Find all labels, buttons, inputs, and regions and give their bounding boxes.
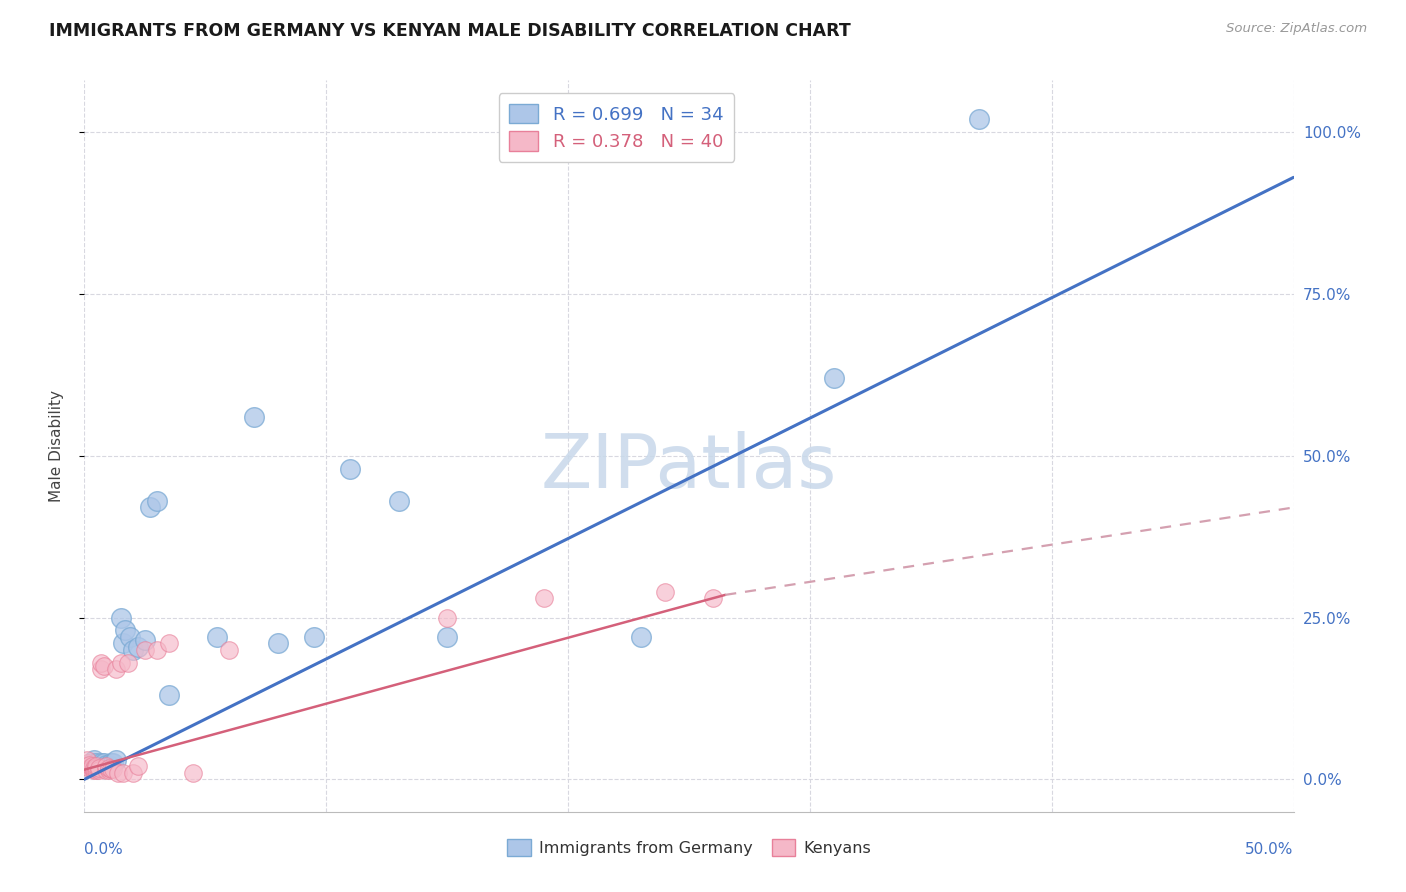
- Point: [100, 762, 122, 776]
- Text: 0.0%: 0.0%: [84, 842, 124, 857]
- Point: [93, 756, 115, 771]
- Point: [121, 643, 143, 657]
- Point: [138, 500, 160, 515]
- Point: [104, 662, 127, 676]
- Point: [90, 662, 112, 676]
- Point: [77, 759, 100, 773]
- Y-axis label: Male Disability: Male Disability: [49, 390, 63, 502]
- Point: [967, 112, 990, 127]
- Point: [87, 761, 110, 775]
- Point: [86, 759, 108, 773]
- Point: [90, 756, 112, 771]
- Point: [110, 610, 132, 624]
- Point: [80, 759, 103, 773]
- Point: [75, 759, 97, 773]
- Point: [100, 756, 122, 771]
- Point: [120, 630, 142, 644]
- Point: [146, 643, 169, 657]
- Point: [302, 630, 325, 644]
- Point: [86, 761, 108, 775]
- Point: [388, 494, 411, 508]
- Point: [121, 765, 143, 780]
- Point: [86, 763, 108, 777]
- Point: [654, 584, 676, 599]
- Point: [76, 756, 98, 771]
- Point: [436, 610, 458, 624]
- Point: [77, 761, 100, 775]
- Point: [103, 756, 125, 771]
- Point: [533, 591, 555, 606]
- Point: [90, 656, 112, 670]
- Point: [110, 656, 132, 670]
- Point: [114, 624, 136, 638]
- Text: 50.0%: 50.0%: [1246, 842, 1294, 857]
- Point: [157, 688, 180, 702]
- Point: [242, 409, 264, 424]
- Point: [76, 759, 98, 773]
- Point: [117, 656, 139, 670]
- Point: [93, 659, 115, 673]
- Point: [87, 763, 110, 777]
- Point: [107, 765, 129, 780]
- Point: [80, 756, 103, 771]
- Point: [83, 761, 105, 775]
- Point: [90, 758, 112, 772]
- Point: [77, 758, 100, 772]
- Point: [146, 494, 169, 508]
- Point: [97, 761, 120, 775]
- Point: [267, 636, 290, 650]
- Point: [702, 591, 724, 606]
- Point: [823, 371, 845, 385]
- Point: [97, 758, 120, 772]
- Point: [80, 761, 103, 775]
- Point: [112, 636, 135, 650]
- Point: [157, 636, 180, 650]
- Text: IMMIGRANTS FROM GERMANY VS KENYAN MALE DISABILITY CORRELATION CHART: IMMIGRANTS FROM GERMANY VS KENYAN MALE D…: [49, 22, 851, 40]
- Point: [86, 756, 108, 771]
- Text: Source: ZipAtlas.com: Source: ZipAtlas.com: [1226, 22, 1367, 36]
- Point: [94, 759, 117, 773]
- Point: [86, 759, 108, 773]
- Legend: Immigrants from Germany, Kenyans: Immigrants from Germany, Kenyans: [501, 833, 877, 863]
- Point: [103, 762, 125, 776]
- Text: ZIPatlas: ZIPatlas: [541, 432, 837, 505]
- Point: [630, 630, 652, 644]
- Point: [112, 765, 135, 780]
- Point: [218, 643, 240, 657]
- Point: [87, 759, 110, 773]
- Point: [134, 633, 156, 648]
- Point: [181, 765, 204, 780]
- Point: [127, 640, 149, 654]
- Point: [436, 630, 458, 644]
- Point: [83, 753, 105, 767]
- Point: [104, 753, 127, 767]
- Point: [207, 630, 229, 644]
- Point: [76, 753, 98, 767]
- Point: [127, 759, 149, 773]
- Point: [94, 758, 117, 772]
- Point: [134, 643, 156, 657]
- Point: [339, 461, 361, 475]
- Point: [94, 763, 117, 777]
- Point: [97, 763, 120, 777]
- Point: [83, 763, 105, 777]
